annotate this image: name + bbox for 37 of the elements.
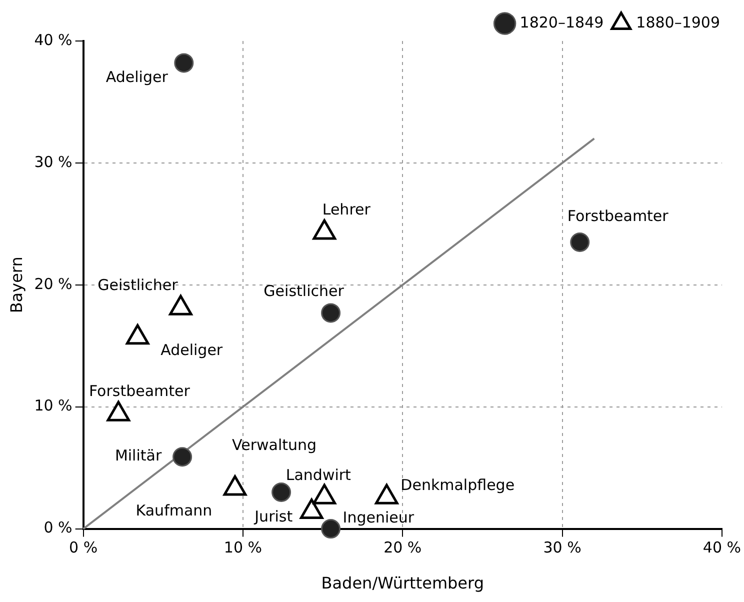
legend-label: 1820–1849: [520, 13, 604, 32]
data-label: Geistlicher: [98, 276, 179, 294]
data-label: Forstbeamter: [567, 207, 670, 226]
point: [300, 498, 324, 519]
x-tick-label: 0 %: [69, 538, 98, 557]
x-tick-label: 40 %: [702, 538, 741, 557]
y-tick-label: 30 %: [34, 152, 72, 171]
point: [169, 294, 192, 316]
y-axis-title: Bayern: [6, 256, 26, 314]
y-tick-label: 40 %: [34, 30, 72, 49]
x-tick-label: 20 %: [384, 538, 422, 557]
data-label: Lehrer: [322, 200, 372, 218]
point: [375, 484, 398, 504]
data-label: Ingenieur: [342, 508, 415, 527]
point: [174, 53, 194, 73]
legend-label: 1880–1909: [636, 13, 720, 32]
data-label: Forstbeamter: [88, 382, 191, 400]
x-tick-label: 10 %: [224, 538, 262, 557]
x-axis-title: Baden/Württemberg: [321, 574, 484, 593]
point: [223, 475, 247, 496]
point: [312, 484, 336, 504]
point: [570, 232, 590, 252]
data-label: Denkmalpflege: [400, 476, 515, 494]
data-label: Kaufmann: [136, 501, 212, 520]
data-label: Adeliger: [160, 341, 224, 360]
y-tick-label: 10 %: [34, 396, 72, 415]
y-tick-label: 20 %: [34, 274, 72, 293]
data-label: Militär: [114, 446, 162, 465]
x-tick-label: 30 %: [543, 538, 582, 557]
y-tick-label: 0 %: [44, 518, 72, 537]
data-label: Landwirt: [286, 466, 352, 484]
data-label: Jurist: [254, 508, 293, 526]
data-label: Verwaltung: [232, 436, 317, 454]
point: [106, 400, 130, 422]
data-label: Adeliger: [106, 68, 169, 86]
point: [126, 324, 150, 345]
data-label: Geistlicher: [264, 282, 345, 300]
